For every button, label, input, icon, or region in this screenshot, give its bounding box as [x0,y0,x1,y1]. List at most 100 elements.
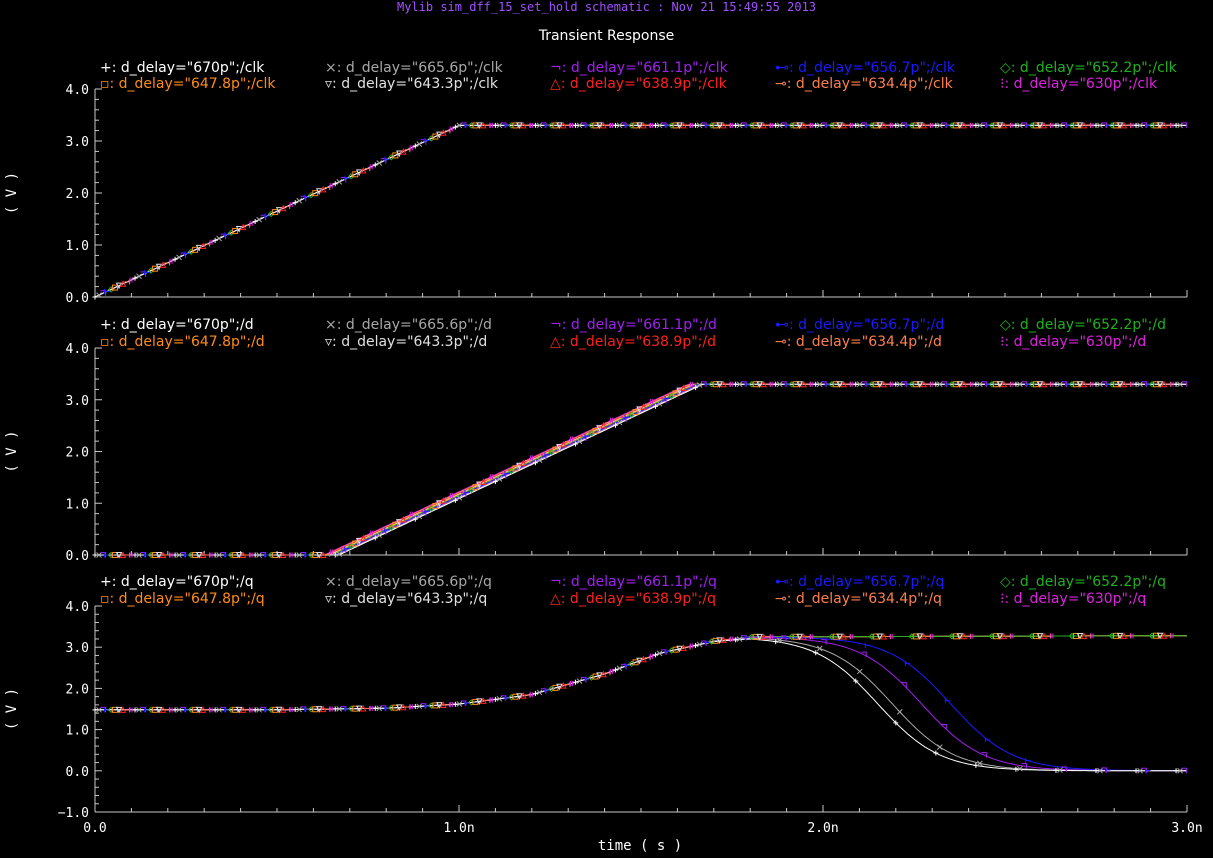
marker-q-3 [704,639,711,645]
marker-clk-1 [96,292,102,298]
marker-q-8 [685,644,691,650]
marker-clk-8 [124,279,131,285]
marker-q-9 [730,636,734,642]
marker-q-9 [1010,633,1014,639]
marker-d-8 [204,552,211,558]
marker-q-9 [850,634,854,640]
marker-q-1 [1177,767,1183,774]
marker-d-2 [1141,381,1148,387]
legend-entry-d-6: ▿: d_delay="643.3p";/d [325,334,487,350]
marker-q-1 [1017,765,1023,772]
marker-clk-8 [1125,122,1132,128]
marker-q-3 [984,737,991,743]
marker-q-0 [532,691,538,697]
marker-d-9 [850,381,854,387]
marker-clk-2 [741,122,747,128]
marker-clk-3 [344,175,350,181]
marker-d-2 [981,381,987,387]
marker-q-1 [416,703,423,710]
marker-q-6 [275,706,283,714]
marker-q-6 [916,633,924,641]
marker-d-7 [840,380,848,388]
marker-d-6 [996,381,1004,388]
marker-clk-0 [1013,122,1019,128]
marker-q-6 [636,657,643,665]
marker-d-7 [159,551,167,558]
marker-q-2 [741,635,747,641]
marker-q-6 [155,706,163,714]
series-line-q-2 [95,636,1187,772]
marker-d-9 [610,417,614,423]
marker-d-2 [941,381,947,387]
series-line-q-9 [95,635,1187,711]
marker-d-9 [930,381,934,387]
marker-clk-1 [216,235,222,242]
marker-q-9 [610,668,614,674]
marker-d-7 [720,380,727,388]
marker-q-0 [1173,768,1179,774]
marker-clk-2 [701,122,707,128]
marker-q-0 [452,701,458,707]
marker-clk-6 [796,122,804,130]
marker-q-7 [239,706,247,713]
marker-d-6 [836,381,844,388]
marker-clk-6 [596,122,603,130]
marker-q-9 [970,633,974,639]
marker-q-0 [412,704,418,710]
marker-clk-9 [209,239,213,245]
marker-q-8 [164,707,171,713]
marker-d-5 [432,502,439,509]
marker-clk-6 [716,122,723,130]
marker-d-9 [970,381,974,387]
marker-q-7 [800,633,808,640]
marker-clk-2 [260,214,267,221]
marker-clk-2 [901,122,907,128]
marker-d-9 [449,492,453,498]
marker-q-2 [260,706,267,713]
marker-q-2 [540,688,547,694]
marker-clk-3 [184,251,190,257]
marker-q-9 [650,653,654,659]
marker-clk-2 [460,122,467,128]
marker-q-6 [716,637,723,644]
marker-d-0 [132,552,138,558]
marker-clk-6 [275,207,283,214]
marker-clk-1 [456,122,463,129]
marker-clk-3 [144,269,150,275]
marker-clk-1 [136,273,142,280]
marker-q-7 [680,644,687,651]
marker-d-8 [1125,381,1132,387]
marker-clk-0 [693,122,699,128]
marker-clk-8 [404,147,411,153]
marker-clk-8 [524,122,531,128]
legend-entry-clk-0: +: d_delay="670p";/clk [100,60,265,76]
marker-clk-1 [1017,122,1023,129]
marker-d-9 [569,436,573,442]
marker-clk-1 [1097,122,1103,129]
marker-q-7 [1160,632,1168,639]
marker-d-1 [1057,381,1063,388]
marker-q-2 [460,700,467,706]
marker-d-2 [861,381,867,387]
marker-clk-9 [970,122,974,128]
marker-d-1 [816,381,823,388]
marker-clk-1 [376,160,383,166]
marker-d-9 [329,549,333,555]
marker-q-8 [1125,633,1132,639]
marker-q-6 [1156,632,1164,640]
legend-entry-d-4: ◇: d_delay="652.2p";/d [1000,317,1166,333]
marker-clk-1 [856,122,863,129]
marker-d-5 [672,390,679,397]
marker-d-8 [564,439,571,445]
marker-d-7 [920,380,928,388]
marker-d-1 [1097,381,1103,388]
marker-d-9 [1010,381,1014,387]
marker-q-2 [1021,763,1027,769]
marker-q-8 [645,655,651,661]
marker-q-8 [805,634,811,640]
legend-entry-clk-4: ◇: d_delay="652.2p";/clk [1000,60,1178,76]
marker-d-6 [1156,381,1164,388]
marker-d-9 [529,455,533,461]
series-line-q-4 [95,635,1187,711]
